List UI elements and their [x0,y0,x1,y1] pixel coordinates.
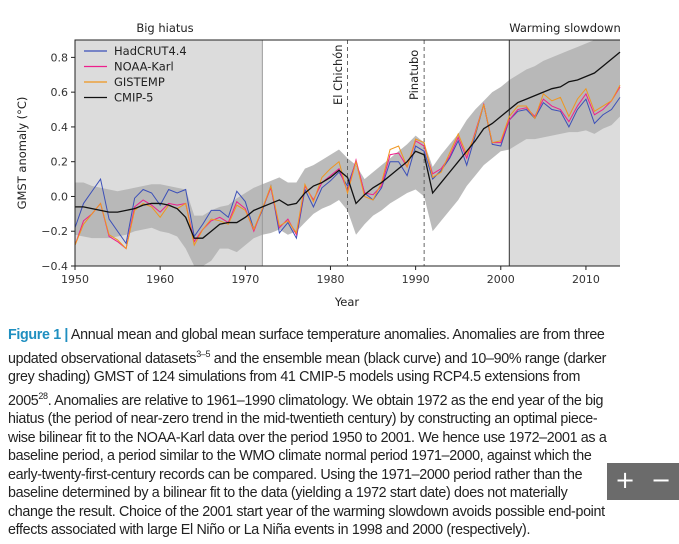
cmip5-range-band [75,40,620,266]
figure-caption: Figure 1 | Annual mean and global mean s… [8,326,608,540]
y-tick-label: 0.6 [51,86,69,99]
figure-chart: −0.4 −0.2 0.0 0.2 0.4 0.6 0.8 1950 1960 1970 1980… [15,21,621,309]
x-tick-label: 2000 [487,273,515,286]
zoom-out-button[interactable]: − [650,466,672,494]
series-gistemp [74,84,621,250]
zoom-controls: + − [607,463,679,500]
legend-label: HadCRUT4.4 [114,44,187,58]
el-chichon-label: El Chichón [331,44,345,105]
x-tick-label: 2010 [572,273,600,286]
caption-text: and the ensemble mean (black curve) and … [8,350,607,409]
y-tick-label: 0.4 [51,121,69,134]
x-tick-label: 1980 [316,273,344,286]
y-tick-label: 0.0 [51,190,69,203]
citation-sup: 3–5 [196,348,211,359]
x-tick-label: 1950 [61,273,89,286]
series-cmip-5 [75,51,621,239]
series-hadcrut4-4 [74,97,621,245]
warming-slowdown-label: Warming slowdown [509,21,621,35]
y-tick-label: −0.4 [41,260,68,273]
legend-label: NOAA-Karl [114,60,174,74]
plot-frame [74,39,620,266]
pinatubo-label: Pinatubo [407,50,421,100]
x-tick-label: 1990 [402,273,430,286]
legend-label: CMIP-5 [114,91,154,105]
zoom-in-button[interactable]: + [614,466,636,494]
y-tick-label: 0.2 [51,156,69,169]
legend-label: GISTEMP [114,75,165,89]
caption-text: . Anomalies are relative to 1961–1990 cl… [8,392,607,539]
x-axis-label: Year [334,295,360,309]
y-tick-label: −0.2 [41,225,68,238]
x-tick-label: 1970 [231,273,259,286]
big-hiatus-label: Big hiatus [136,21,193,35]
citation-sup: 28 [38,390,48,401]
y-tick-label: 0.8 [51,51,69,64]
figure-label: Figure 1 | [8,327,69,343]
caption-text: Annual mean and global mean surface temp… [8,327,605,367]
y-axis-label: GMST anomaly (°C) [15,97,29,210]
x-tick-label: 1960 [146,273,174,286]
